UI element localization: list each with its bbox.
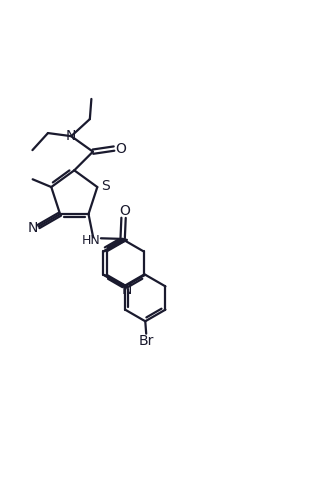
Text: HN: HN — [82, 234, 101, 247]
Text: N: N — [121, 284, 132, 297]
Text: N: N — [27, 221, 38, 235]
Text: Br: Br — [139, 334, 154, 348]
Text: O: O — [119, 204, 130, 218]
Text: N: N — [66, 128, 76, 143]
Text: S: S — [101, 179, 110, 193]
Text: O: O — [115, 142, 126, 156]
